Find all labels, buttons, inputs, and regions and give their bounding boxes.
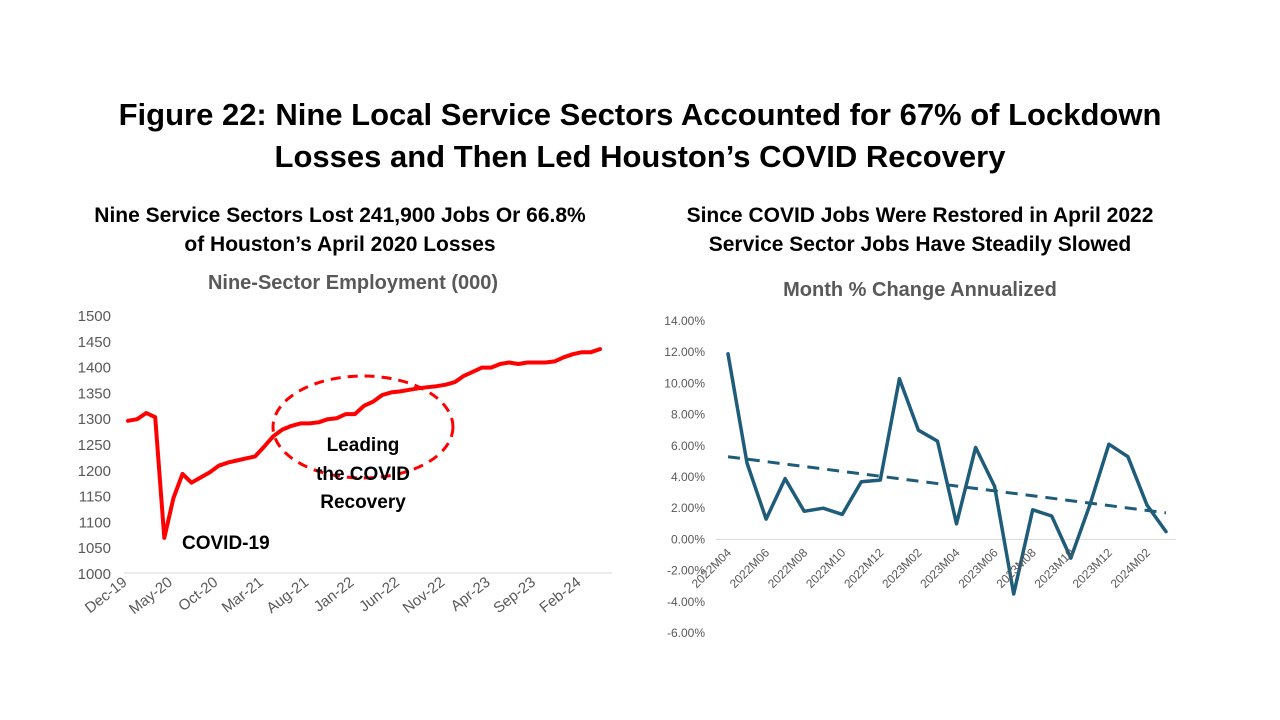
right-x-tick-label: 2022M06 bbox=[727, 545, 773, 591]
right-y-tick-label: -4.00% bbox=[667, 595, 705, 609]
left-y-tick-label: 1100 bbox=[79, 514, 111, 531]
left-x-tick-label: Jan-22 bbox=[311, 574, 358, 616]
left-x-tick-label: Aug-21 bbox=[263, 574, 312, 617]
employment-series-line bbox=[126, 347, 602, 540]
right-y-tick-label: 10.00% bbox=[664, 376, 705, 390]
right-y-tick-label: 14.00% bbox=[664, 314, 705, 328]
recovery-annotation-line-2: the COVID bbox=[316, 464, 410, 485]
left-x-tick-label: Nov-22 bbox=[400, 574, 449, 617]
right-x-tick-label: 2023M10 bbox=[1032, 545, 1078, 591]
right-chart-title: Month % Change Annualized bbox=[783, 279, 1057, 301]
right-panel-heading: Since COVID Jobs Were Restored in April … bbox=[640, 201, 1200, 259]
percent-change-chart: Month % Change Annualized -6.00% -4.00% -2.… bbox=[664, 279, 1176, 640]
left-y-tick-label: 1150 bbox=[79, 489, 111, 506]
left-chart-title: Nine-Sector Employment (000) bbox=[208, 272, 498, 294]
left-x-tick-label: Mar-21 bbox=[219, 574, 267, 617]
right-x-tick-label: 2023M06 bbox=[955, 545, 1001, 591]
right-x-tick-label: 2022M12 bbox=[841, 545, 887, 591]
right-y-tick-label: 4.00% bbox=[671, 470, 705, 484]
left-x-tick-label: Oct-20 bbox=[175, 574, 221, 615]
left-x-tick-label: Jun-22 bbox=[356, 574, 403, 616]
figure-title: Figure 22: Nine Local Service Sectors Ac… bbox=[90, 94, 1190, 178]
left-y-tick-label: 1050 bbox=[78, 540, 111, 557]
left-y-tick-label: 1500 bbox=[78, 308, 111, 325]
left-heading-line-1: Nine Service Sectors Lost 241,900 Jobs O… bbox=[94, 204, 586, 227]
right-x-tick-label: 2023M12 bbox=[1070, 545, 1116, 591]
right-heading-line-2: Service Sector Jobs Have Steadily Slowed bbox=[708, 233, 1132, 256]
left-y-tick-label: 1200 bbox=[78, 463, 111, 480]
right-x-tick-label: 2022M10 bbox=[803, 545, 849, 591]
right-x-tick-label: 2023M04 bbox=[917, 545, 963, 591]
left-y-tick-label: 1000 bbox=[78, 566, 111, 583]
left-y-tick-label: 1300 bbox=[78, 411, 111, 428]
left-y-tick-label: 1400 bbox=[78, 360, 111, 377]
right-y-tick-label: 2.00% bbox=[671, 501, 705, 515]
left-x-tick-label: Sep-23 bbox=[490, 574, 539, 617]
right-y-tick-label: -6.00% bbox=[667, 626, 705, 640]
recovery-annotation-line-3: Recovery bbox=[320, 492, 406, 513]
recovery-annotation-line-1: Leading bbox=[327, 435, 400, 456]
left-x-tick-label: Feb-24 bbox=[536, 574, 584, 617]
right-x-tick-label: 2024M02 bbox=[1108, 545, 1154, 591]
left-x-tick-label: May-20 bbox=[126, 574, 176, 618]
figure-title-line-1: Figure 22: Nine Local Service Sectors Ac… bbox=[118, 97, 1162, 132]
right-x-tick-label: 2022M08 bbox=[765, 545, 811, 591]
left-y-tick-label: 1350 bbox=[78, 385, 111, 402]
right-y-tick-label: 8.00% bbox=[671, 408, 705, 422]
employment-chart: Nine-Sector Employment (000) 1000 1050 1100… bbox=[78, 272, 612, 618]
figure-title-line-2: Losses and Then Led Houston’s COVID Reco… bbox=[274, 139, 1006, 174]
left-y-tick-label: 1450 bbox=[78, 334, 111, 351]
right-heading-line-1: Since COVID Jobs Were Restored in April … bbox=[686, 204, 1154, 227]
left-heading-line-2: of Houston’s April 2020 Losses bbox=[184, 233, 496, 256]
left-y-tick-label: 1250 bbox=[78, 437, 111, 454]
right-y-tick-label: 12.00% bbox=[664, 345, 705, 359]
covid-annotation: COVID-19 bbox=[182, 533, 270, 554]
right-x-tick-label: 2023M02 bbox=[879, 545, 925, 591]
left-panel-heading: Nine Service Sectors Lost 241,900 Jobs O… bbox=[30, 201, 650, 259]
recovery-highlight-ellipse bbox=[271, 374, 455, 480]
left-x-tick-label: Apr-23 bbox=[448, 574, 494, 615]
right-y-tick-label: -2.00% bbox=[667, 564, 705, 578]
right-y-tick-label: 0.00% bbox=[671, 532, 705, 546]
right-y-tick-label: 6.00% bbox=[671, 439, 705, 453]
percent-change-series-line bbox=[726, 352, 1168, 596]
